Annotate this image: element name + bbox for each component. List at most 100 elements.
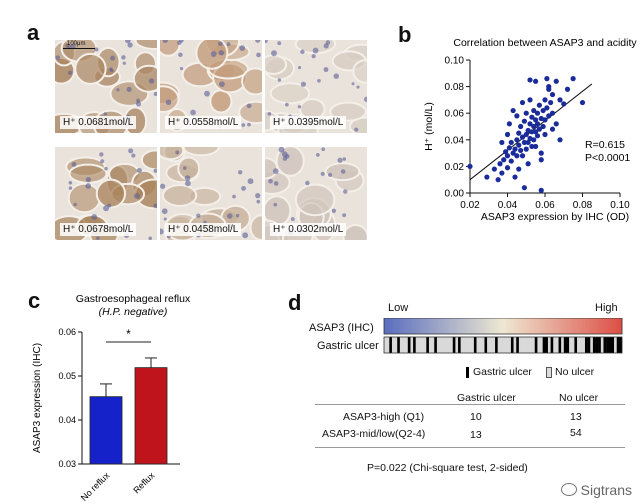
asap3-heat-cell — [394, 318, 398, 334]
asap3-heat-cell — [571, 318, 575, 334]
asap3-heat-cell — [399, 318, 403, 334]
asap3-heat-cell — [397, 318, 401, 334]
asap3-heat-cell — [577, 318, 580, 334]
nucleus-dot — [342, 157, 347, 161]
nucleus-dot — [273, 181, 279, 186]
nucleus-dot — [305, 180, 310, 186]
data-point — [508, 158, 514, 164]
nucleus-dot — [311, 54, 316, 59]
data-point — [579, 99, 586, 106]
y-tick-label: 0.05 — [58, 371, 76, 381]
ulcer-status-cell — [428, 337, 432, 353]
nucleus-dot — [351, 82, 355, 86]
ulcer-status-cell — [516, 337, 520, 353]
ulcer-status-cell — [569, 337, 572, 353]
nucleus-dot — [148, 78, 155, 84]
ulcer-status-cell — [415, 337, 419, 353]
asap3-heat-cell — [415, 318, 419, 334]
nucleus-dot — [190, 109, 196, 116]
asap3-heat-cell — [545, 318, 549, 334]
ulcer-status-cell — [471, 337, 475, 353]
asap3-heat-cell — [603, 318, 607, 334]
ulcer-status-cell — [579, 337, 583, 353]
ulcer-status-cell — [431, 337, 435, 353]
tile-h-concentration-label: H⁺ 0.0678mol/L — [60, 223, 137, 236]
ulcer-status-cell — [555, 337, 559, 353]
x-tick-label: 0.04 — [498, 200, 518, 211]
x-tick-label: 0.02 — [460, 200, 480, 211]
ulcer-status-cell — [524, 337, 527, 353]
asap3-heat-cell — [508, 318, 512, 334]
nucleus-dot — [68, 186, 73, 190]
asap3-heat-cell — [476, 318, 480, 334]
gland-shape — [342, 223, 367, 240]
nucleus-dot — [204, 90, 210, 97]
nucleus-dot — [163, 217, 167, 221]
data-point — [504, 153, 511, 159]
nucleus-dot — [96, 236, 100, 240]
ulcer-status-cell — [473, 337, 477, 353]
data-point — [534, 133, 541, 139]
data-point — [523, 146, 529, 152]
asap3-heat-cell — [555, 318, 559, 334]
asap3-heat-cell — [481, 318, 485, 334]
asap3-heat-cell — [590, 318, 594, 334]
ulcer-status-cell — [526, 337, 530, 353]
nucleus-dot — [323, 67, 329, 73]
ulcer-status-cell — [484, 337, 488, 353]
data-point — [518, 123, 524, 130]
ulcer-status-cell — [407, 337, 411, 353]
nucleus-dot — [218, 50, 225, 56]
ulcer-status-cell — [534, 337, 538, 353]
asap3-heat-cell — [500, 318, 504, 334]
nucleus-dot — [110, 68, 114, 73]
nucleus-dot — [136, 98, 140, 103]
ihc-image-tile: H⁺ 0.0678mol/L — [55, 147, 157, 240]
nucleus-dot — [235, 213, 240, 218]
y-tick-label: 0.06 — [58, 327, 76, 337]
nucleus-dot — [256, 199, 261, 204]
asap3-heat-cell — [407, 318, 411, 334]
data-point — [495, 177, 501, 183]
nucleus-dot — [179, 66, 184, 71]
data-point — [557, 137, 563, 143]
asap3-heat-cell — [619, 318, 623, 334]
ulcer-status-cell — [584, 337, 588, 353]
gland-shape — [132, 64, 157, 93]
nucleus-dot — [153, 91, 157, 97]
data-point — [484, 174, 490, 180]
nucleus-dot — [265, 40, 268, 44]
data-point — [553, 78, 559, 84]
watermark-text: Sigtrans — [580, 482, 632, 498]
data-point — [519, 99, 526, 106]
nucleus-dot — [103, 205, 109, 212]
data-point — [536, 102, 542, 108]
asap3-heat-cell — [598, 318, 602, 334]
data-point — [538, 157, 544, 163]
nucleus-dot — [219, 81, 225, 88]
asap3-heat-cell — [592, 318, 596, 334]
asap3-heat-cell — [534, 318, 538, 334]
asap3-heat-cell — [518, 318, 522, 334]
asap3-heat-cell — [600, 318, 604, 334]
nucleus-dot — [255, 193, 261, 199]
panel-c-letter: c — [28, 288, 41, 313]
asap3-heat-cell — [563, 318, 567, 334]
correlation-annotation: R=0.615 — [585, 139, 625, 151]
ulcer-status-cell — [518, 337, 522, 353]
asap3-heat-cell — [616, 318, 620, 334]
asap3-heat-cell — [524, 318, 528, 334]
nucleus-dot — [268, 178, 273, 184]
asap3-heat-cell — [579, 318, 583, 334]
nucleus-dot — [184, 180, 191, 187]
nucleus-dot — [122, 61, 126, 65]
data-point — [508, 139, 514, 146]
data-point — [540, 107, 546, 114]
asap3-heat-cell — [426, 318, 430, 334]
data-point — [533, 143, 539, 150]
asap3-ulcer-heatmap — [383, 318, 623, 354]
ulcer-status-cell — [436, 337, 440, 353]
ihc-image-tile: H⁺ 0.0458mol/L — [160, 147, 262, 240]
gland-shape — [67, 182, 102, 214]
data-point — [540, 123, 546, 130]
